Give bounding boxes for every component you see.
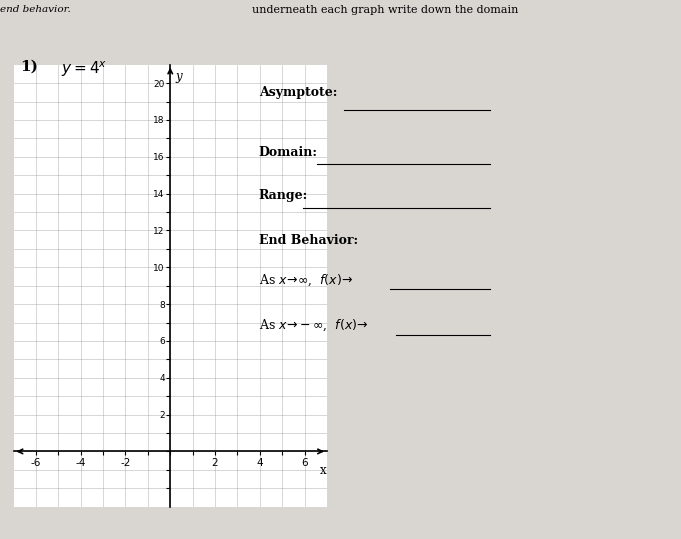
Text: As $x\!\rightarrow\!\infty$,  $f(x)\!\rightarrow$: As $x\!\rightarrow\!\infty$, $f(x)\!\rig… [259,272,353,288]
Text: 1): 1) [20,59,38,73]
Text: x: x [320,464,327,478]
Text: end behavior.: end behavior. [0,5,71,15]
Text: y: y [176,70,183,83]
Text: As $x\!\rightarrow\!-\infty$,  $f(x)\!\rightarrow$: As $x\!\rightarrow\!-\infty$, $f(x)\!\ri… [259,318,368,334]
Text: $y = 4^x$: $y = 4^x$ [61,59,108,79]
Text: Range:: Range: [259,189,308,202]
Text: End Behavior:: End Behavior: [259,234,358,247]
Text: Domain:: Domain: [259,146,318,158]
Text: underneath each graph write down the domain: underneath each graph write down the dom… [252,5,518,16]
Text: Asymptote:: Asymptote: [259,86,337,99]
